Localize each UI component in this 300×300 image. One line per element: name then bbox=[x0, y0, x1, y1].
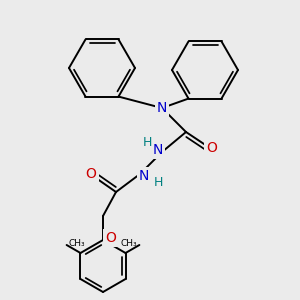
Text: CH₃: CH₃ bbox=[69, 239, 85, 248]
Text: O: O bbox=[106, 231, 116, 245]
Text: N: N bbox=[157, 101, 167, 115]
Text: CH₃: CH₃ bbox=[121, 239, 137, 248]
Text: N: N bbox=[153, 143, 163, 157]
Text: O: O bbox=[85, 167, 96, 181]
Text: O: O bbox=[207, 141, 218, 155]
Text: H: H bbox=[142, 136, 152, 148]
Text: H: H bbox=[153, 176, 163, 188]
Text: N: N bbox=[139, 169, 149, 183]
